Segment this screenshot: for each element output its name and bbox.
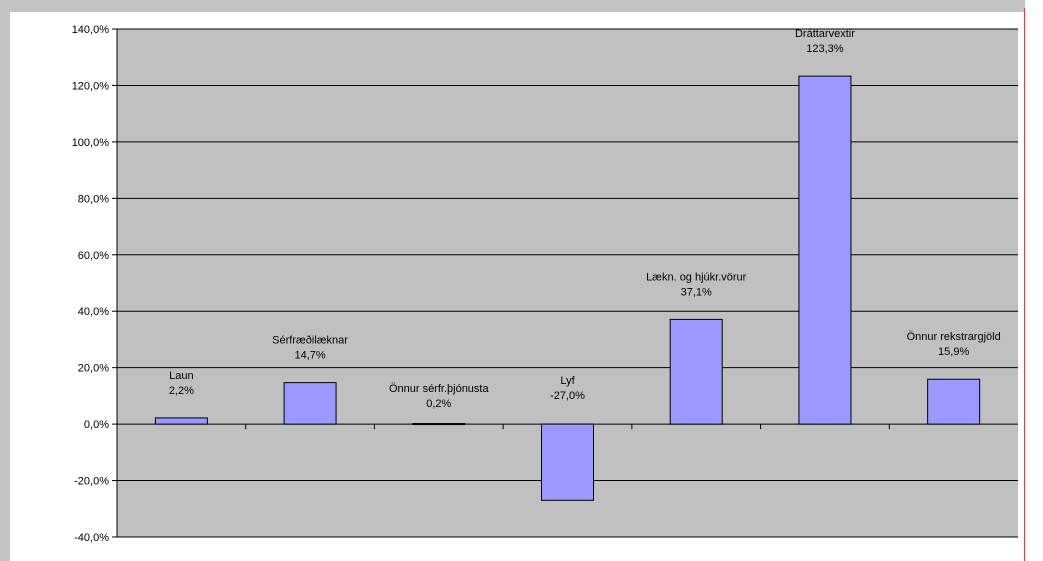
y-tick-label: 120,0%: [72, 80, 110, 92]
y-tick-label: -20,0%: [74, 476, 109, 488]
page-break-line: [1024, 8, 1025, 561]
category-label: Lækn. og hjúkr.vörur: [646, 271, 747, 283]
y-tick-label: 100,0%: [72, 137, 110, 149]
bar: [541, 423, 594, 501]
value-label: 123,3%: [806, 43, 844, 55]
y-tick-label: -40,0%: [74, 532, 109, 544]
data-labels: Laun 2,2% Sérfræðilæknar 14,7% Önnur sérfr.þ…: [169, 28, 1001, 410]
value-label: 0,2%: [426, 398, 451, 410]
y-tick-label: 140,0%: [72, 24, 110, 36]
value-label: 37,1%: [681, 286, 712, 298]
right-margin: [1025, 0, 1043, 561]
y-tick-label: 0,0%: [84, 419, 109, 431]
category-label: Laun: [169, 370, 193, 382]
gridlines: [117, 28, 1018, 538]
category-label: Dráttarvextir: [795, 28, 855, 40]
y-tick-label: 80,0%: [78, 193, 109, 205]
value-label: 14,7%: [294, 350, 325, 362]
category-label: Sérfræðilæknar: [272, 335, 348, 347]
value-label: 15,9%: [938, 346, 969, 358]
value-label: 2,2%: [169, 385, 194, 397]
bar: [927, 378, 981, 425]
category-label: Önnur rekstrargjöld: [907, 331, 1001, 343]
y-tick-label: 20,0%: [78, 363, 109, 375]
bar: [154, 417, 208, 425]
y-tick-label: 60,0%: [78, 250, 109, 262]
category-label: Önnur sérfr.þjónusta: [389, 383, 490, 395]
bar: [283, 382, 337, 425]
bars: [154, 75, 981, 501]
bar: [669, 318, 723, 425]
bar: [412, 423, 466, 426]
y-tick-label: 40,0%: [78, 306, 109, 318]
bar: [798, 75, 852, 425]
value-label: -27,0%: [550, 390, 585, 402]
category-label: Lyf: [560, 375, 575, 387]
